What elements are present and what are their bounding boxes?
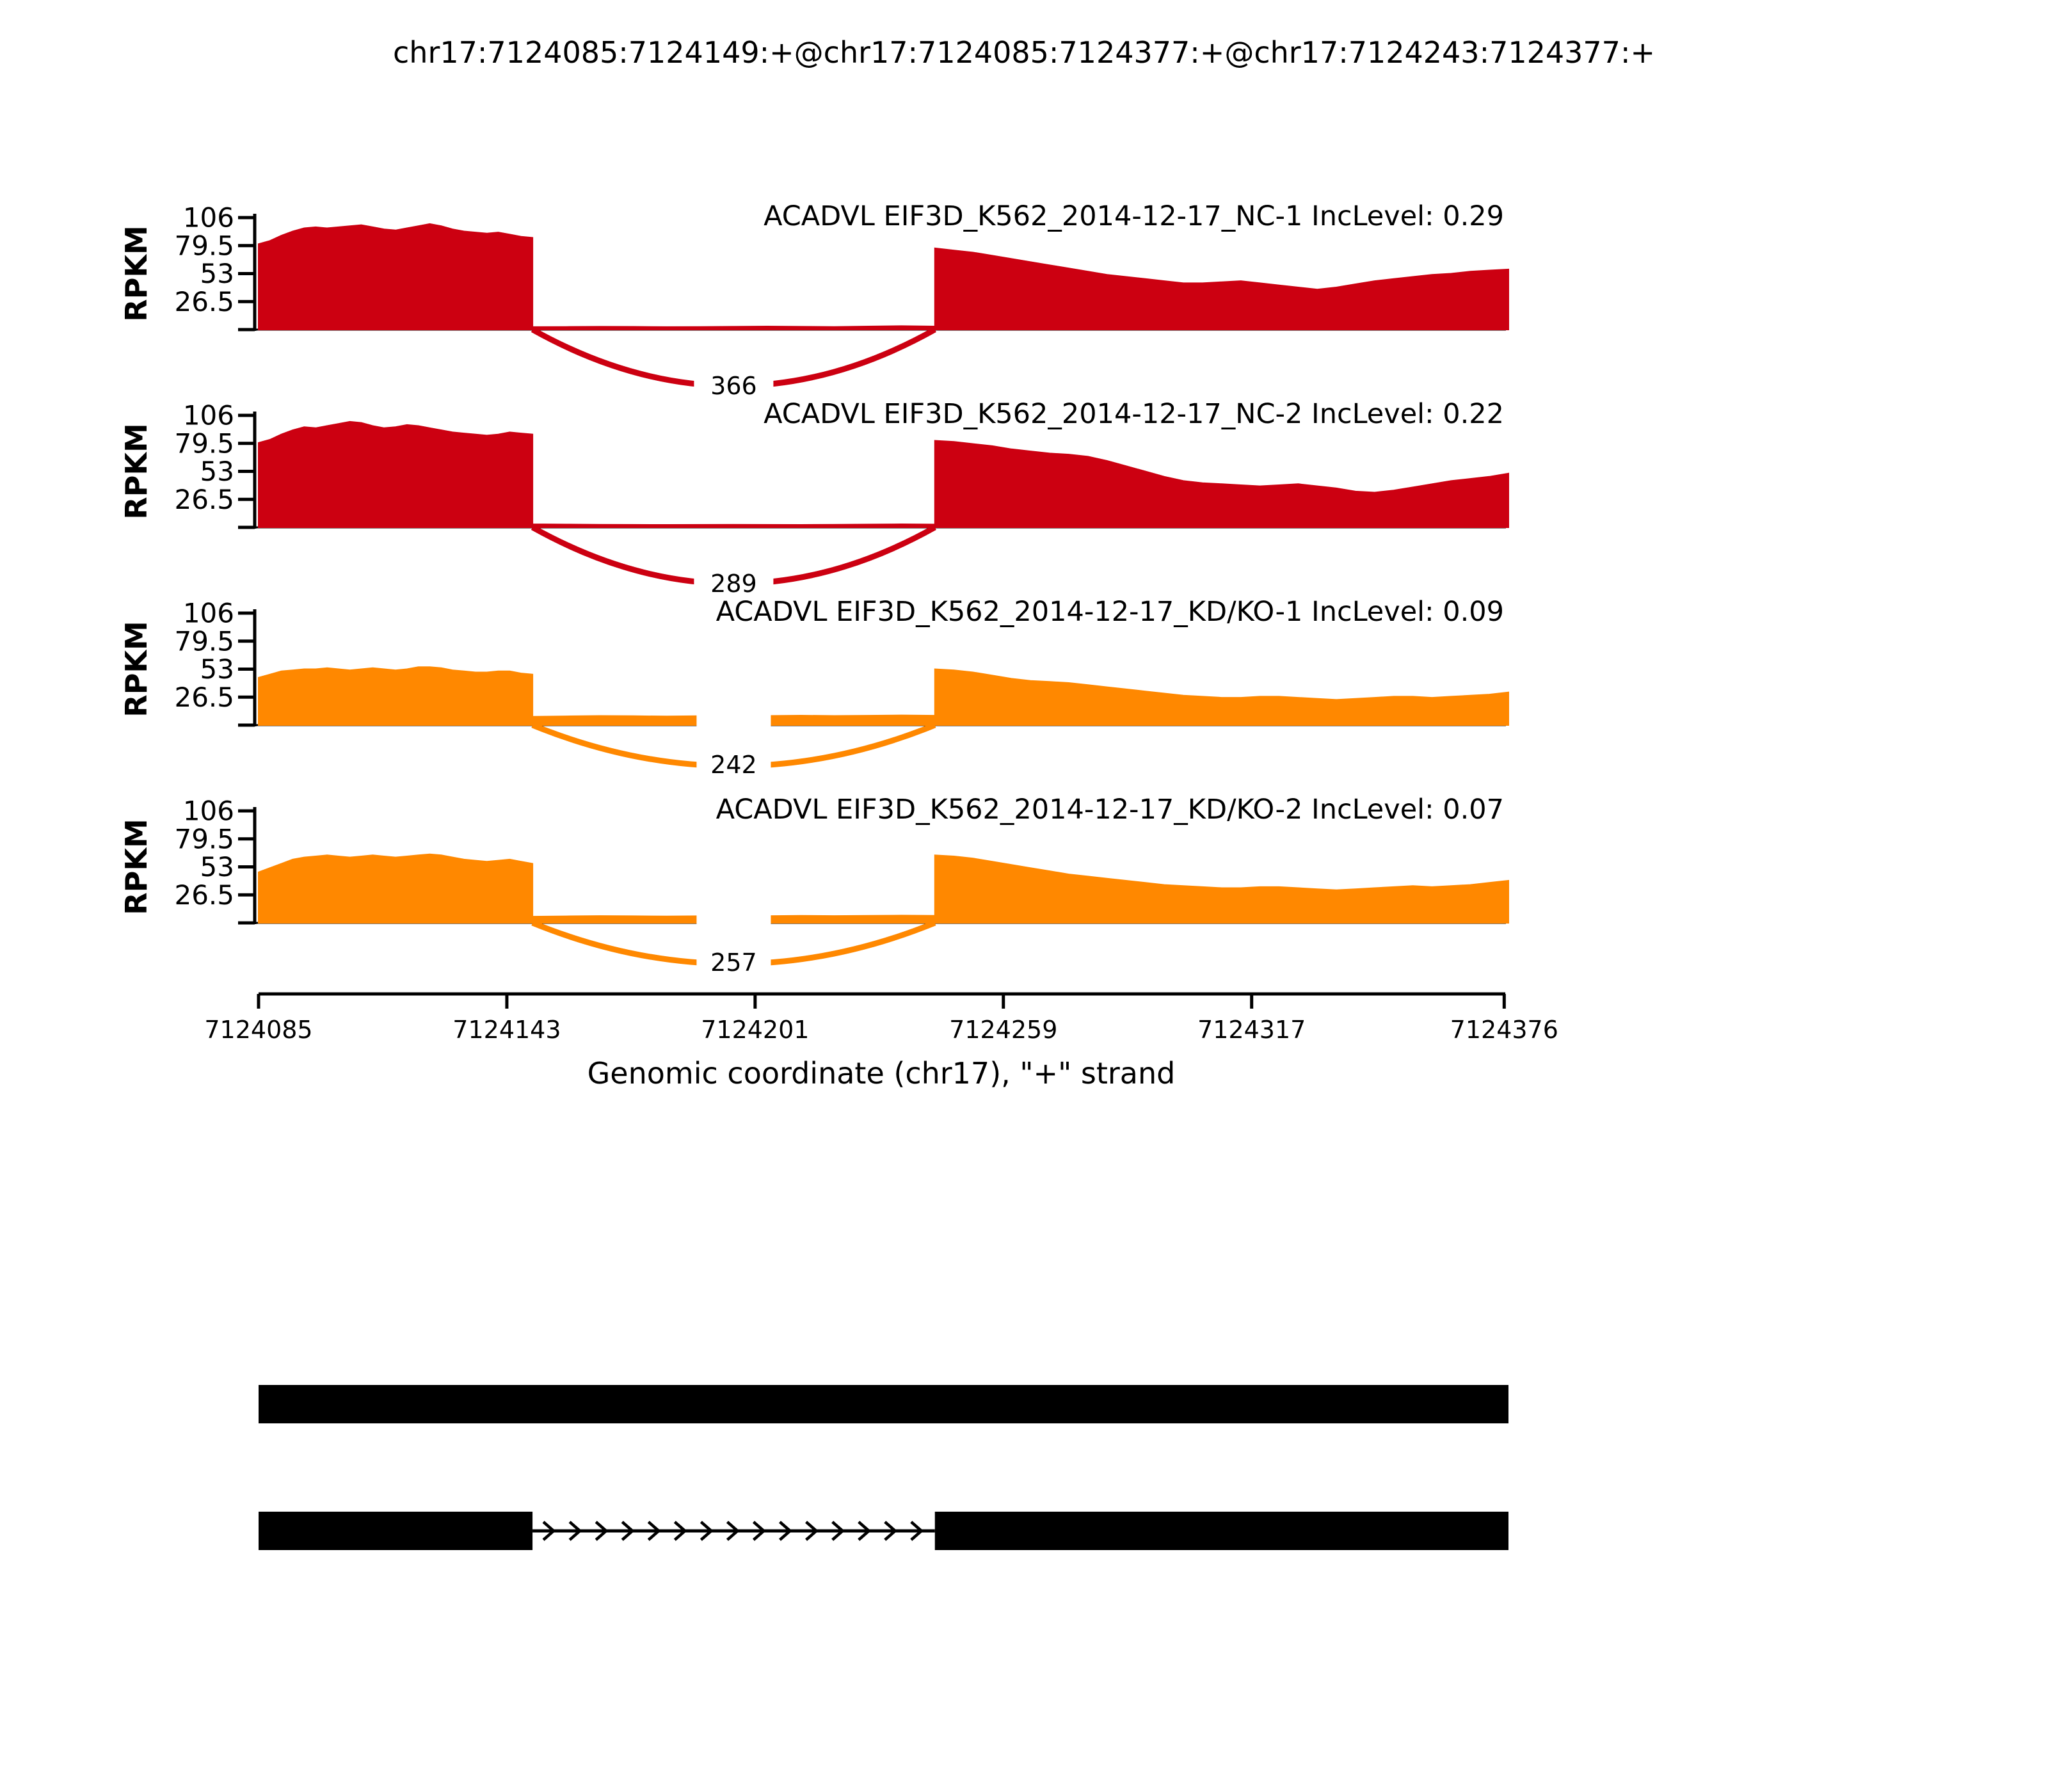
rpkm-axis-label: RPKM bbox=[119, 819, 154, 915]
coverage-area bbox=[258, 666, 1509, 726]
exon-bar bbox=[259, 1512, 533, 1550]
strand-arrow-icon bbox=[910, 1521, 924, 1541]
junction-count-bbox bbox=[696, 715, 771, 779]
junction-count: 366 bbox=[710, 372, 757, 400]
ytick-label: 106 bbox=[183, 796, 234, 827]
ytick-label: 106 bbox=[183, 598, 234, 629]
strand-arrow-icon bbox=[726, 1521, 740, 1541]
strand-arrow-icon bbox=[752, 1521, 766, 1541]
ytick-label: 53 bbox=[200, 653, 234, 685]
ytick-label: 53 bbox=[200, 851, 234, 883]
strand-arrow-icon bbox=[542, 1521, 556, 1541]
gene-model bbox=[259, 1385, 1508, 1550]
track-label: ACADVL EIF3D_K562_2014-12-17_NC-1 IncLev… bbox=[764, 200, 1504, 232]
rpkm-axis-label: RPKM bbox=[119, 423, 154, 520]
junction-count: 242 bbox=[710, 751, 757, 779]
xtick-label: 7124143 bbox=[452, 1016, 561, 1044]
ytick-label: 79.5 bbox=[174, 625, 234, 657]
strand-arrow-icon bbox=[858, 1521, 872, 1541]
coverage-area bbox=[258, 853, 1509, 924]
genomic-x-axis: 7124085 7124143 7124201 7124259 7124317 71243… bbox=[204, 992, 1558, 1044]
junction-count: 257 bbox=[710, 948, 757, 977]
xtick-label: 7124259 bbox=[949, 1016, 1057, 1044]
junction-count-bbox bbox=[694, 567, 774, 599]
rpkm-axis-label: RPKM bbox=[119, 225, 154, 322]
x-axis-title: Genomic coordinate (chr17), "+" strand bbox=[588, 1056, 1176, 1091]
strand-arrow-icon bbox=[700, 1521, 714, 1541]
junction-count-bbox bbox=[694, 369, 774, 401]
strand-arrow-icon bbox=[884, 1521, 898, 1541]
junction-count: 289 bbox=[710, 570, 757, 598]
strand-arrow-icon bbox=[673, 1521, 687, 1541]
track-label: ACADVL EIF3D_K562_2014-12-17_NC-2 IncLev… bbox=[764, 398, 1504, 430]
ytick-label: 106 bbox=[183, 202, 234, 234]
coverage-area bbox=[258, 223, 1509, 330]
figure-title: chr17:7124085:7124149:+@chr17:7124085:71… bbox=[393, 35, 1655, 70]
strand-arrow-icon bbox=[647, 1521, 661, 1541]
ytick-label: 79.5 bbox=[174, 230, 234, 261]
xtick-label: 7124085 bbox=[204, 1016, 312, 1044]
rpkm-axis-label: RPKM bbox=[119, 621, 154, 717]
xtick-label: 7124376 bbox=[1450, 1016, 1558, 1044]
strand-arrow-icon bbox=[568, 1521, 582, 1541]
ytick-label: 26.5 bbox=[174, 484, 234, 515]
ytick-label: 53 bbox=[200, 258, 234, 289]
strand-arrow-icon bbox=[779, 1521, 792, 1541]
exon-bar bbox=[934, 1512, 1508, 1550]
junction-count-bbox bbox=[696, 913, 771, 977]
ytick-label: 26.5 bbox=[174, 879, 234, 911]
skipping-isoform bbox=[259, 1512, 1508, 1550]
track-label: ACADVL EIF3D_K562_2014-12-17_KD/KO-2 Inc… bbox=[716, 794, 1504, 826]
coverage-area bbox=[258, 420, 1509, 528]
strand-arrow-icon bbox=[621, 1521, 635, 1541]
xtick-label: 7124317 bbox=[1197, 1016, 1306, 1044]
xtick-label: 7124201 bbox=[701, 1016, 809, 1044]
exon-bar bbox=[259, 1385, 1508, 1423]
ytick-label: 79.5 bbox=[174, 823, 234, 854]
inclusion-isoform bbox=[259, 1385, 1508, 1423]
track-label: ACADVL EIF3D_K562_2014-12-17_KD/KO-1 Inc… bbox=[716, 596, 1504, 628]
ytick-label: 106 bbox=[183, 400, 234, 431]
strand-arrow-icon bbox=[805, 1521, 819, 1541]
ytick-label: 26.5 bbox=[174, 286, 234, 317]
strand-arrow-icon bbox=[831, 1521, 845, 1541]
strand-arrow-icon bbox=[595, 1521, 609, 1541]
ytick-label: 53 bbox=[200, 456, 234, 487]
ytick-label: 79.5 bbox=[174, 428, 234, 459]
ytick-label: 26.5 bbox=[174, 682, 234, 713]
